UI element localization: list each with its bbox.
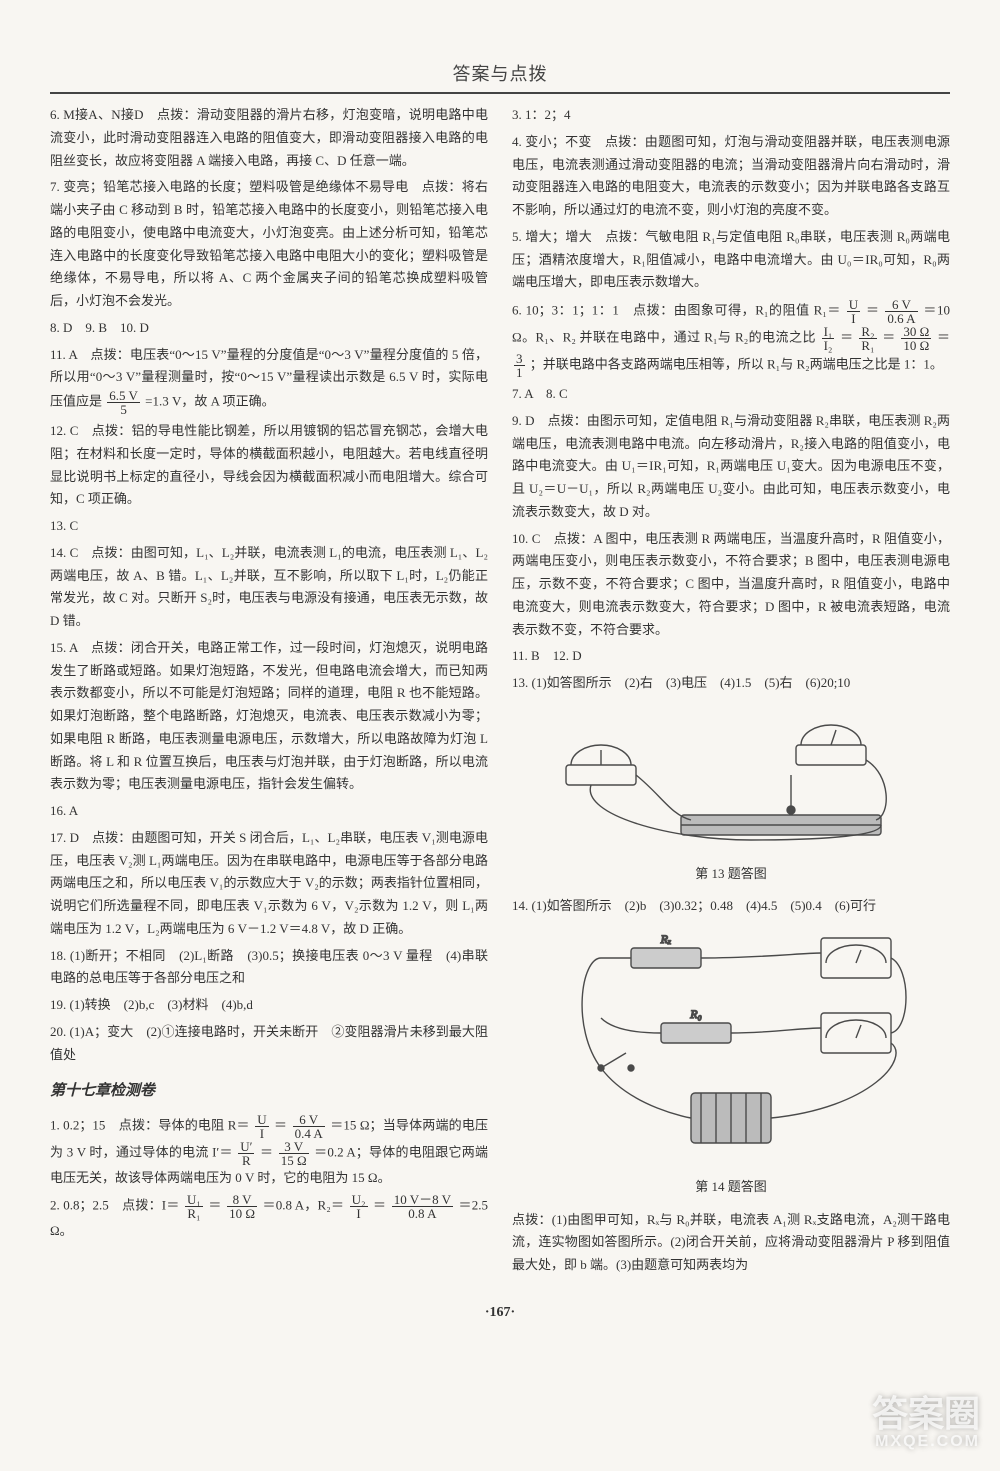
r-ans-4: 4. 变小；不变 点拨：由题图可知，灯泡与滑动变阻器并联，电压表测电源电压，电流… (512, 131, 950, 222)
left-column: 6. M接A、N接D 点拨：滑动变阻器的滑片右移，灯泡变暗，说明电路中电流变小，… (50, 104, 488, 1281)
r-ans-13: 13. (1)如答图所示 (2)右 (3)电压 (4)1.5 (5)右 (6)2… (512, 672, 950, 695)
ans-14: 14. C 点拨：由图可知，L₁、L₂并联，电流表测 L₁的电流，电压表测 L₁… (50, 542, 488, 633)
page: 答案与点拨 6. M接A、N接D 点拨：滑动变阻器的滑片右移，灯泡变暗，说明电路… (0, 0, 1000, 1471)
right-column: 3. 1：2；4 4. 变小；不变 点拨：由题图可知，灯泡与滑动变阻器并联，电压… (512, 104, 950, 1281)
watermark: 答案圈 MXQE.COM (872, 1394, 980, 1451)
r-ans-6: 6. 10；3：1；1：1 点拨：由图象可得，R₁的阻值 R₁＝ UI ＝ 6 … (512, 298, 950, 379)
ans-12: 12. C 点拨：铝的导电性能比钢差，所以用镀钢的铝芯冒充钢芯，会增大电阻；在材… (50, 420, 488, 511)
ans-16: 16. A (50, 800, 488, 823)
figure-14: Rₓ R₀ (512, 928, 950, 1166)
columns: 6. M接A、N接D 点拨：滑动变阻器的滑片右移，灯泡变暗，说明电路中电流变小，… (50, 104, 950, 1281)
r6-a: 6. 10；3：1；1：1 点拨：由图象可得，R₁的阻值 R₁＝ (512, 302, 841, 317)
ans-17: 17. D 点拨：由题图可知，开关 S 闭合后，L₁、L₂串联，电压表 V₁测电… (50, 827, 488, 941)
frac-ch17-2-4: 10 V－8 V0.8 A (392, 1193, 453, 1220)
page-number: ·167· (50, 1305, 950, 1321)
ans-20: 20. (1)A；变大 (2)①连接电路时，开关未断开 ②变阻器滑片未移到最大阻… (50, 1021, 488, 1067)
circuit-13-svg (551, 705, 911, 845)
svg-text:Rₓ: Rₓ (660, 932, 672, 946)
figure-13 (512, 705, 950, 853)
r-ans-11-12: 11. B 12. D (512, 645, 950, 668)
ch17-1: 1. 0.2；15 点拨：导体的电阻 R＝ UI ＝ 6 V0.4 A ＝15 … (50, 1113, 488, 1190)
frac-r6-5: 30 Ω10 Ω (901, 325, 931, 352)
page-header: 答案与点拨 (50, 60, 950, 94)
frac-r6-2: 6 V0.6 A (885, 298, 917, 325)
svg-text:R₀: R₀ (689, 1007, 702, 1021)
frac-ch17-1-1: UI (255, 1113, 268, 1140)
r-ans-3: 3. 1：2；4 (512, 104, 950, 127)
section-ch17: 第十七章检测卷 (50, 1078, 488, 1104)
r-ans-10: 10. C 点拨：A 图中，电压表测 R 两端电压，当温度升高时，R 阻值变小，… (512, 528, 950, 642)
r-ans-9: 9. D 点拨：由图示可知，定值电阻 R₁与滑动变阻器 R₂串联，电压表测 R₂… (512, 410, 950, 524)
frac-r6-4: R₂R₁ (859, 325, 876, 352)
frac-ch17-2-2: 8 V10 Ω (227, 1193, 257, 1220)
frac-ch17-1-3: U′R (238, 1140, 254, 1167)
circuit-14-svg: Rₓ R₀ (541, 928, 921, 1158)
ch17-2: 2. 0.8；2.5 点拨：I＝ U₁R₁ ＝ 8 V10 Ω ＝0.8 A，R… (50, 1193, 488, 1243)
fig13-caption: 第 13 题答图 (512, 863, 950, 886)
frac-r6-3: I₁I₂ (822, 325, 835, 352)
ans-8-10: 8. D 9. B 10. D (50, 317, 488, 340)
ans-18: 18. (1)断开；不相同 (2)L₁断路 (3)0.5；换接电压表 0～3 V… (50, 945, 488, 991)
r6-c: ；并联电路中各支路两端电压相等，所以 R₁与 R₂两端电压之比是 1：1。 (530, 356, 943, 371)
frac-11: 6.5 V 5 (107, 389, 140, 416)
ch17-1-a: 1. 0.2；15 点拨：导体的电阻 R＝ (50, 1117, 250, 1132)
ans-13: 13. C (50, 515, 488, 538)
ans-6: 6. M接A、N接D 点拨：滑动变阻器的滑片右移，灯泡变暗，说明电路中电流变小，… (50, 104, 488, 172)
fig14-caption: 第 14 题答图 (512, 1176, 950, 1199)
ans-11-b: =1.3 V，故 A 项正确。 (145, 393, 274, 408)
frac-r6-6: 31 (514, 352, 525, 379)
ans-11: 11. A 点拨：电压表“0～15 V”量程的分度值是“0～3 V”量程分度值的… (50, 344, 488, 417)
ans-19: 19. (1)转换 (2)b,c (3)材料 (4)b,d (50, 994, 488, 1017)
ch17-2-b: ＝0.8 A，R₂＝ (263, 1198, 345, 1213)
frac-ch17-2-1: U₁R₁ (185, 1193, 203, 1220)
frac-ch17-2-3: U₂I (350, 1193, 368, 1220)
r-ans-14-hint: 点拨：(1)由图甲可知，Rₓ与 R₀并联，电流表 A₁测 Rₓ支路电流，A₂测干… (512, 1209, 950, 1277)
frac-ch17-1-2: 6 V0.4 A (293, 1113, 325, 1140)
ans-7: 7. 变亮；铅笔芯接入电路的长度；塑料吸管是绝缘体不易导电 点拨：将右端小夹子由… (50, 176, 488, 313)
watermark-sub: MXQE.COM (872, 1433, 980, 1451)
frac-ch17-1-4: 3 V15 Ω (279, 1140, 309, 1167)
r-ans-5: 5. 增大；增大 点拨：气敏电阻 R₁与定值电阻 R₀串联，电压表测 R₀两端电… (512, 226, 950, 294)
watermark-main: 答案圈 (872, 1393, 980, 1434)
ch17-2-a: 2. 0.8；2.5 点拨：I＝ (50, 1198, 180, 1213)
r-ans-7-8: 7. A 8. C (512, 383, 950, 406)
frac-r6-1: UI (847, 298, 860, 325)
r-ans-14: 14. (1)如答图所示 (2)b (3)0.32；0.48 (4)4.5 (5… (512, 895, 950, 918)
ans-15: 15. A 点拨：闭合开关，电路正常工作，过一段时间，灯泡熄灭，说明电路发生了断… (50, 637, 488, 796)
